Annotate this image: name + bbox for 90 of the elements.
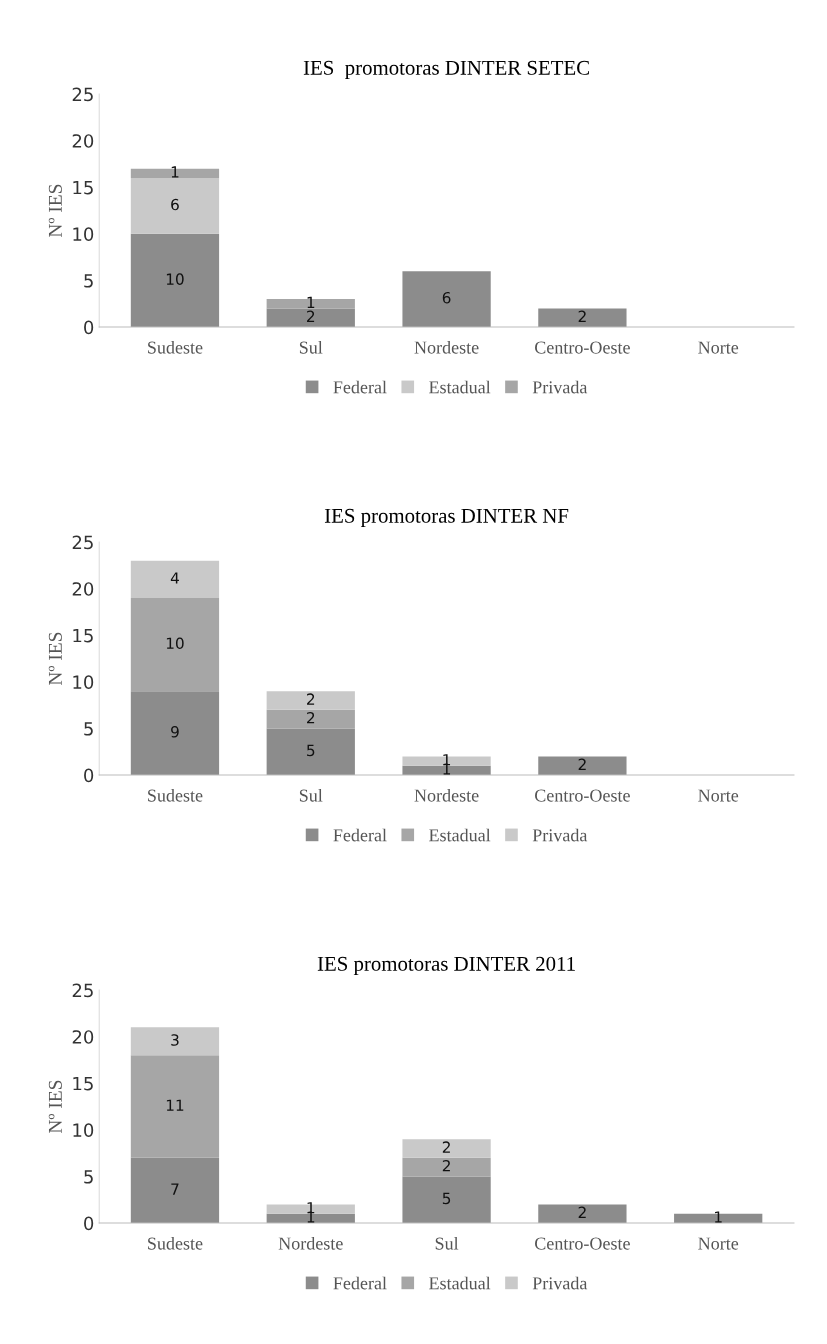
data-label: 2 [578,1206,586,1218]
y-tick-label: 15 [73,1076,93,1091]
y-tick-label: 25 [72,983,93,998]
legend-label: Estadual [429,828,491,842]
bar [130,597,220,692]
bar [402,271,491,328]
data-label: 2 [442,1141,450,1153]
y-axis-title: Nº IES [48,1080,62,1134]
bar [130,560,220,598]
legend-label: Privada [532,1276,588,1290]
bar [130,168,220,178]
data-label: 6 [171,198,179,211]
y-tick-label: 5 [84,722,93,736]
x-tick-label: Sudeste [148,1236,203,1250]
x-tick-label: Sudeste [148,788,203,802]
x-tick-label: Norte [698,1237,739,1250]
y-tick-label: 0 [84,320,94,335]
legend-label: Estadual [429,380,491,394]
y-tick-label: 5 [84,274,93,288]
chart-title: IES promotoras DINTER SETEC [303,60,589,80]
bar [130,1157,220,1224]
bar [538,308,627,328]
y-tick-label: 0 [84,768,94,783]
y-axis-title: Nº IES [48,632,62,686]
legend-label: Estadual [429,1276,491,1290]
data-label: 9 [171,725,179,738]
y-axis-title: Nº IES [48,184,62,238]
bar [266,691,355,710]
bar [402,1139,491,1158]
x-tick-label: Centro-Oeste [535,789,630,802]
bar [538,756,627,776]
data-label: 2 [307,712,315,724]
chart-title: IES promotoras DINTER NF [324,508,569,528]
bar [130,1027,220,1056]
legend-label: Privada [532,828,588,842]
x-tick-label: Nordeste [278,1236,343,1250]
data-label: 5 [442,1192,451,1205]
data-label: 6 [442,291,451,304]
y-tick-label: 10 [73,675,94,689]
x-tick-label: Centro-Oeste [535,341,630,354]
x-tick-label: Norte [698,789,739,802]
bar [130,177,220,234]
y-tick-label: 15 [73,180,93,195]
data-label: 2 [578,310,586,322]
y-tick-label: 20 [72,1030,94,1044]
data-label: 3 [171,1034,179,1046]
chart-title: IES promotoras DINTER 2011 [317,956,575,976]
x-tick-label: Nordeste [414,788,479,802]
y-tick-label: 0 [84,1216,94,1231]
data-label: 2 [442,1160,450,1172]
data-label: 7 [171,1183,179,1195]
x-tick-label: Sul [435,1236,459,1250]
x-tick-label: Norte [698,341,739,354]
x-tick-label: Nordeste [414,340,479,354]
legend-label: Privada [532,380,588,394]
y-tick-label: 10 [73,1123,94,1137]
legend-label: Federal [333,380,387,394]
legend-label: Federal [333,1276,387,1290]
bar [266,308,355,328]
y-tick-label: 15 [73,628,93,643]
data-label: 11 [166,1099,184,1111]
bar [538,1204,627,1224]
bar [402,1157,491,1177]
bar [130,691,220,776]
data-label: 5 [307,744,315,757]
data-label: 2 [578,758,586,770]
data-label: 10 [166,273,184,285]
data-label: 2 [307,310,315,322]
x-tick-label: Centro-Oeste [535,1237,630,1250]
data-label: 10 [166,637,184,650]
data-label: 4 [170,572,179,584]
x-tick-label: Sudeste [148,340,203,354]
y-tick-label: 25 [72,535,93,550]
data-label: 1 [307,296,315,308]
legend-label: Federal [333,828,387,842]
x-tick-label: Sul [299,340,323,354]
bar [130,233,220,328]
data-label: 1 [715,1211,722,1223]
y-tick-label: 25 [72,87,93,102]
y-tick-label: 20 [72,134,94,148]
data-label: 2 [307,693,315,705]
bar [266,709,355,729]
y-tick-label: 20 [72,582,94,596]
data-label: 1 [171,166,179,178]
bar [266,728,355,776]
x-tick-label: Sul [299,788,323,802]
y-tick-label: 10 [73,227,94,241]
y-tick-label: 5 [84,1170,93,1184]
bar [402,1176,491,1224]
bar [130,1055,220,1158]
